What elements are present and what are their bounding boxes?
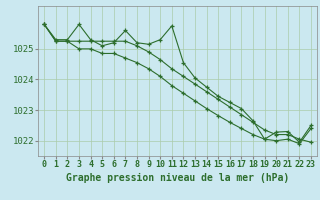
- X-axis label: Graphe pression niveau de la mer (hPa): Graphe pression niveau de la mer (hPa): [66, 173, 289, 183]
